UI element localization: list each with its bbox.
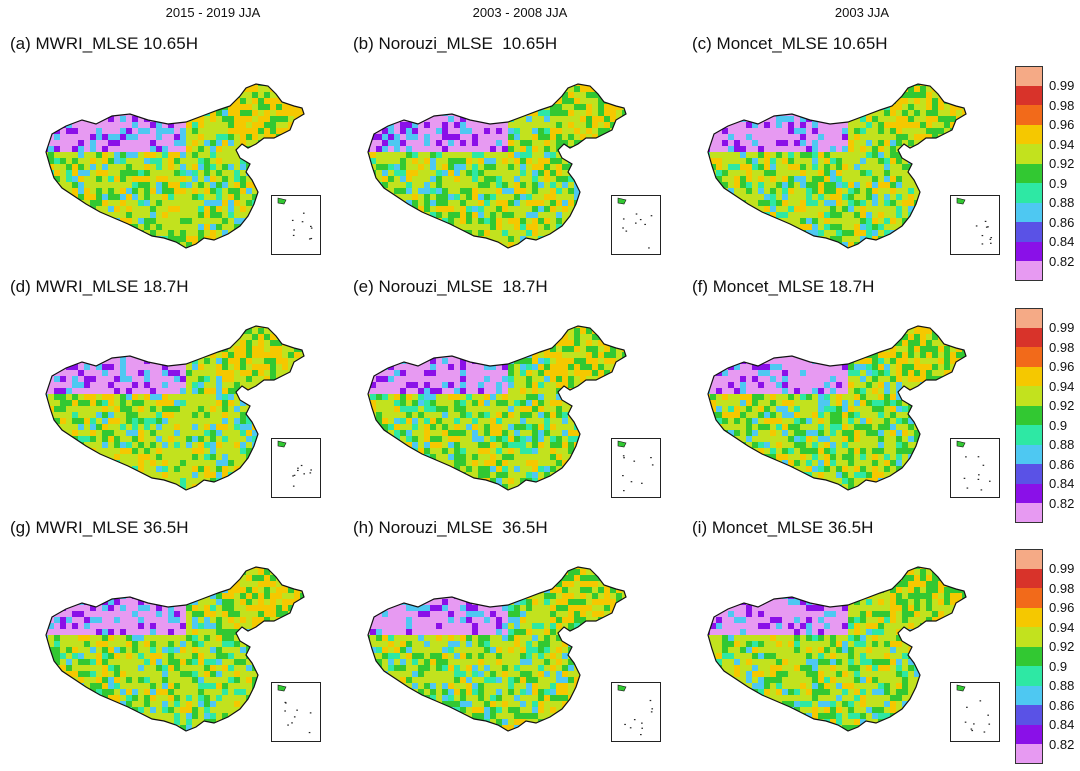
- south-china-sea-inset-d: [271, 438, 321, 498]
- colorbar-tick-label: 0.86: [1049, 214, 1075, 230]
- colorbar-row-1: 0.99 0.98 0.96 0.94 0.92 0.9 0.88 0.86 0.84 0.82: [1015, 66, 1074, 281]
- colorbar-swatch: [1015, 425, 1043, 445]
- colorbar-tick-label: 0.94: [1049, 378, 1075, 394]
- map-panel-f: [698, 322, 976, 500]
- column-header-2: 2003 - 2008 JJA: [472, 5, 568, 20]
- colorbar-swatch: [1015, 124, 1043, 144]
- colorbar-tick-label: 0.84: [1049, 234, 1075, 249]
- colorbar-swatch: [1015, 588, 1043, 608]
- colorbar-tick-label: 0.9: [1049, 658, 1068, 674]
- colorbar-swatch: [1015, 464, 1043, 484]
- colorbar-row-3: 0.99 0.98 0.96 0.94 0.92 0.9 0.88 0.86 0.84 0.82: [1015, 549, 1074, 764]
- colorbar-tick-label: 0.92: [1049, 639, 1075, 654]
- colorbar-swatch: [1015, 308, 1043, 328]
- map-panel-g: [36, 563, 314, 741]
- panel-title-d: (d) MWRI_MLSE 18.7H: [10, 277, 189, 296]
- colorbar-swatch: [1015, 444, 1043, 464]
- panel-title-f: (f) Moncet_MLSE 18.7H: [692, 277, 875, 296]
- colorbar-swatch: [1015, 705, 1043, 725]
- colorbar-tick-label: 0.88: [1049, 195, 1075, 210]
- south-china-sea-inset-h: [611, 682, 661, 742]
- map-panel-d: [36, 322, 314, 500]
- colorbar-swatch: [1015, 347, 1043, 367]
- colorbar-tick-label: 0.98: [1049, 339, 1075, 355]
- south-china-sea-inset-a: [271, 195, 321, 255]
- colorbar-tick-label: 0.94: [1049, 619, 1075, 635]
- colorbar-tick-label: 0.82: [1049, 495, 1075, 511]
- colorbar-tick-label: 0.99: [1049, 78, 1075, 93]
- map-panel-c: [698, 80, 976, 258]
- colorbar-swatch: [1015, 627, 1043, 647]
- colorbar-swatch: [1015, 724, 1043, 744]
- south-china-sea-inset-f: [950, 438, 1000, 498]
- colorbar-tick-label: 0.96: [1049, 600, 1075, 615]
- colorbar-tick-label: 0.98: [1049, 580, 1075, 596]
- panel-title-c: (c) Moncet_MLSE 10.65H: [692, 34, 888, 53]
- column-header-3: 2003 JJA: [834, 5, 890, 20]
- panel-title-h: (h) Norouzi_MLSE 36.5H: [353, 518, 548, 537]
- colorbar-swatch: [1015, 202, 1043, 222]
- colorbar-swatch: [1015, 144, 1043, 164]
- panel-title-i: (i) Moncet_MLSE 36.5H: [692, 518, 874, 537]
- colorbar-tick-label: 0.88: [1049, 678, 1075, 693]
- panel-title-g: (g) MWRI_MLSE 36.5H: [10, 518, 189, 537]
- colorbar-swatch: [1015, 503, 1043, 523]
- colorbar-swatch: [1015, 666, 1043, 686]
- south-china-sea-inset-g: [271, 682, 321, 742]
- south-china-sea-inset-e: [611, 438, 661, 498]
- colorbar-tick-label: 0.96: [1049, 117, 1075, 132]
- colorbar-tick-label: 0.9: [1049, 175, 1068, 191]
- panel-title-e: (e) Norouzi_MLSE 18.7H: [353, 277, 548, 296]
- colorbar-tick-label: 0.99: [1049, 561, 1075, 576]
- colorbar-row-2: 0.99 0.98 0.96 0.94 0.92 0.9 0.88 0.86 0.84 0.82: [1015, 308, 1074, 523]
- colorbar-tick-label: 0.82: [1049, 736, 1075, 752]
- colorbar-swatch: [1015, 222, 1043, 242]
- colorbar-tick-label: 0.98: [1049, 97, 1075, 113]
- colorbar-tick-label: 0.94: [1049, 136, 1075, 152]
- colorbar-tick-label: 0.92: [1049, 398, 1075, 413]
- panel-title-a: (a) MWRI_MLSE 10.65H: [10, 34, 198, 53]
- map-panel-i: [698, 563, 976, 741]
- colorbar-tick-label: 0.82: [1049, 253, 1075, 269]
- colorbar-swatch: [1015, 261, 1043, 281]
- colorbar-tick-label: 0.96: [1049, 359, 1075, 374]
- colorbar-swatch: [1015, 405, 1043, 425]
- colorbar-swatch: [1015, 66, 1043, 86]
- colorbar-swatch: [1015, 241, 1043, 261]
- colorbar-swatch: [1015, 483, 1043, 503]
- south-china-sea-inset-i: [950, 682, 1000, 742]
- colorbar-tick-label: 0.84: [1049, 476, 1075, 491]
- colorbar-swatch: [1015, 685, 1043, 705]
- map-panel-b: [358, 80, 636, 258]
- map-panel-a: [36, 80, 314, 258]
- colorbar-tick-label: 0.88: [1049, 437, 1075, 452]
- south-china-sea-inset-c: [950, 195, 1000, 255]
- colorbar-swatch: [1015, 366, 1043, 386]
- colorbar-tick-label: 0.86: [1049, 456, 1075, 472]
- map-panel-e: [358, 322, 636, 500]
- colorbar-swatch: [1015, 646, 1043, 666]
- column-header-1: 2015 - 2019 JJA: [165, 5, 261, 20]
- colorbar-swatch: [1015, 568, 1043, 588]
- panel-title-b: (b) Norouzi_MLSE 10.65H: [353, 34, 558, 53]
- colorbar-swatch: [1015, 163, 1043, 183]
- colorbar-swatch: [1015, 105, 1043, 125]
- south-china-sea-inset-b: [611, 195, 661, 255]
- map-panel-h: [358, 563, 636, 741]
- colorbar-tick-label: 0.92: [1049, 156, 1075, 171]
- colorbar-swatch: [1015, 327, 1043, 347]
- colorbar-tick-label: 0.99: [1049, 320, 1075, 335]
- colorbar-swatch: [1015, 183, 1043, 203]
- colorbar-swatch: [1015, 549, 1043, 569]
- colorbar-swatch: [1015, 85, 1043, 105]
- colorbar-swatch: [1015, 386, 1043, 406]
- colorbar-tick-label: 0.9: [1049, 417, 1068, 433]
- colorbar-tick-label: 0.84: [1049, 717, 1075, 732]
- colorbar-swatch: [1015, 744, 1043, 764]
- colorbar-swatch: [1015, 607, 1043, 627]
- colorbar-tick-label: 0.86: [1049, 697, 1075, 713]
